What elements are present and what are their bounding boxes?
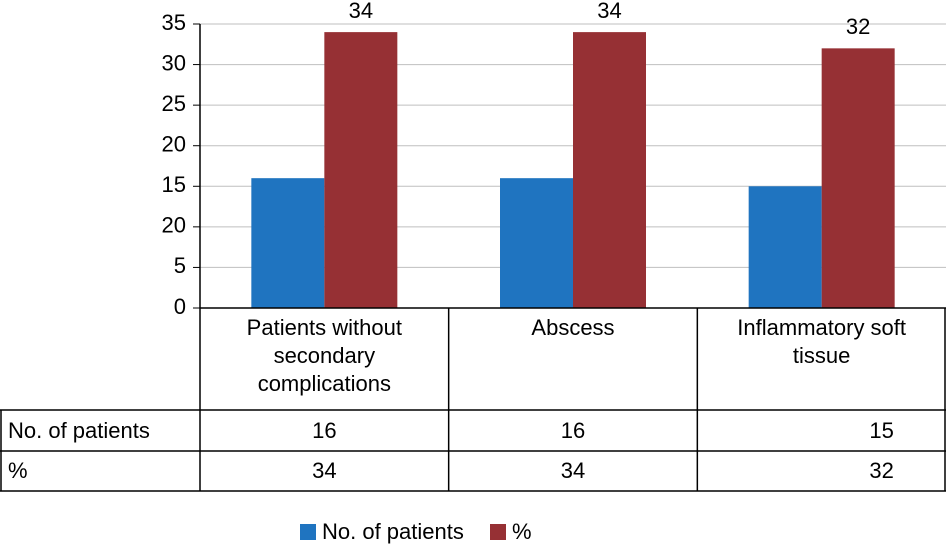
- y-tick-label: 35: [162, 10, 186, 35]
- table-cell: 34: [312, 458, 336, 483]
- bar: [324, 32, 398, 308]
- y-tick-label: 15: [162, 172, 186, 197]
- x-tick-label: Abscess: [531, 315, 615, 340]
- legend-label: No. of patients: [322, 519, 464, 544]
- legend-swatch: [490, 524, 506, 540]
- y-tick-label: 20: [162, 132, 186, 157]
- table-cell: 16: [312, 418, 336, 443]
- y-tick-label: 30: [162, 50, 186, 75]
- y-tick-label: 0: [174, 294, 186, 319]
- x-tick-label: Patients without secondary complications: [246, 315, 402, 396]
- table-row-header: %: [8, 458, 28, 483]
- bar: [748, 186, 822, 308]
- table-cell: 16: [561, 418, 585, 443]
- legend-swatch: [300, 524, 316, 540]
- bar: [573, 32, 646, 308]
- data-label: 34: [349, 0, 373, 23]
- data-label: 34: [597, 0, 621, 23]
- legend-label: %: [512, 519, 532, 544]
- table-cell: 15: [869, 418, 893, 443]
- bar: [500, 178, 573, 308]
- x-tick-label: Inflammatory soft tissue: [737, 315, 907, 368]
- y-tick-label: 5: [174, 253, 186, 278]
- y-tick-label: 20: [162, 213, 186, 238]
- bar: [251, 178, 325, 308]
- y-tick-label: 25: [162, 91, 186, 116]
- bar: [821, 48, 895, 308]
- data-label: 32: [846, 14, 870, 39]
- table-row-header: No. of patients: [8, 418, 150, 443]
- table-cell: 32: [869, 458, 893, 483]
- table-cell: 34: [561, 458, 585, 483]
